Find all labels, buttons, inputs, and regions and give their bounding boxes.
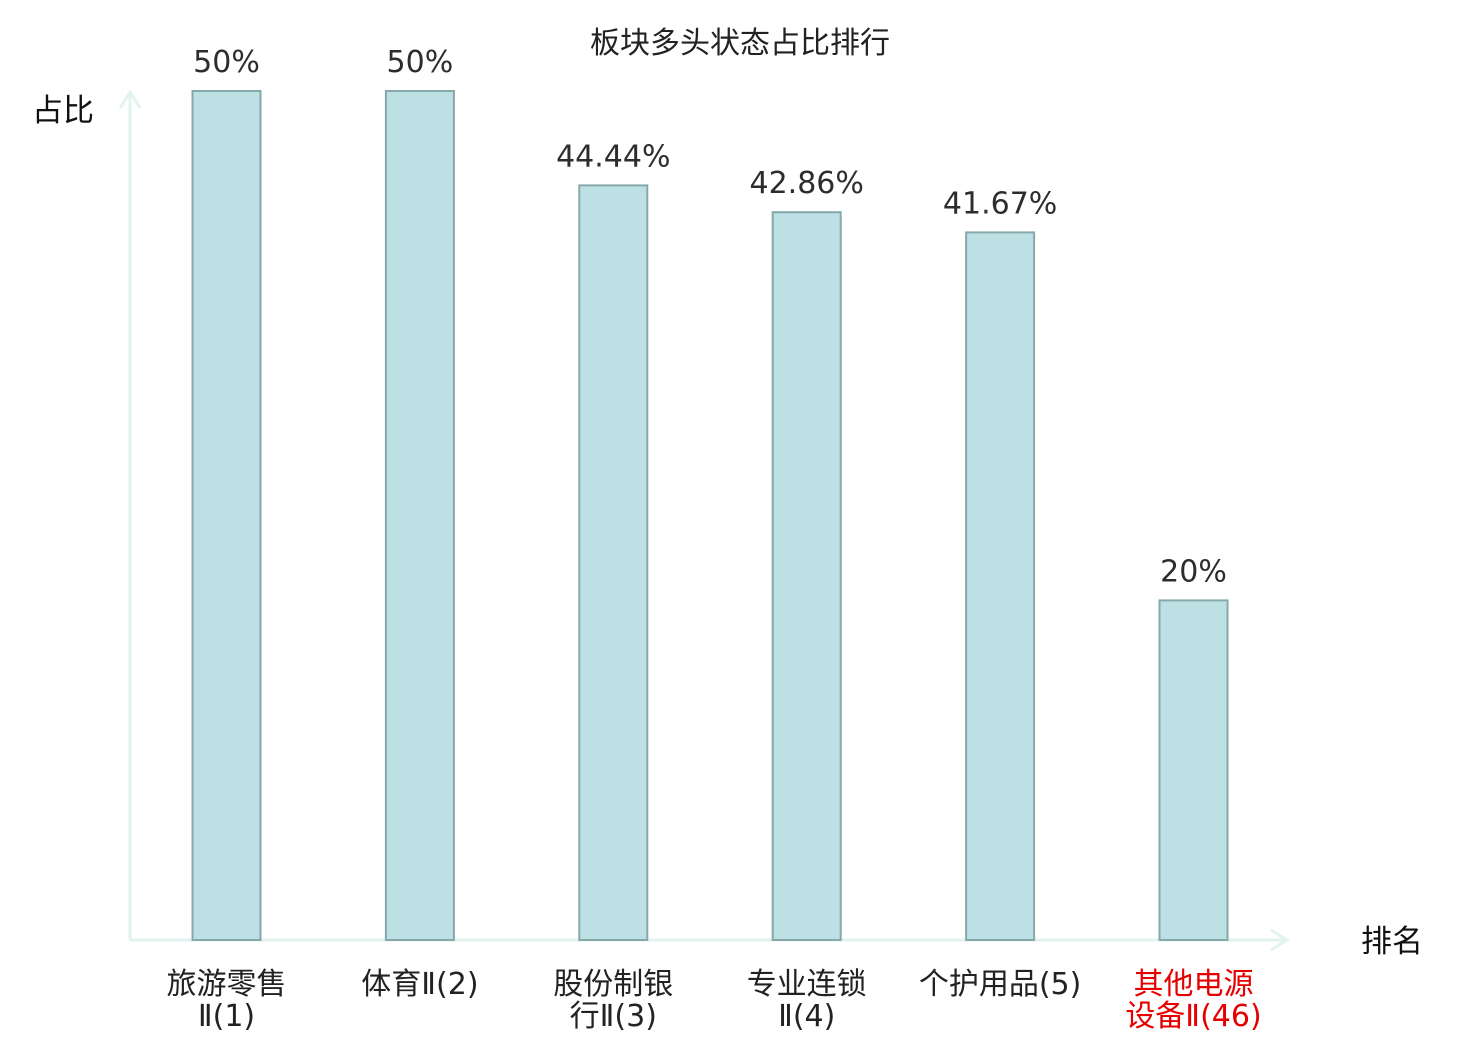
bars-group	[191, 90, 1229, 942]
category-label-2-line-1: 体育Ⅱ(2)	[361, 967, 478, 1002]
category-label-6-line-2: 设备Ⅱ(46)	[1125, 999, 1261, 1034]
value-label-6: 20%	[1160, 554, 1227, 589]
y-axis-title: 占比	[32, 93, 94, 129]
y-axis-arrow	[118, 89, 142, 940]
category-label-4-line-2: Ⅱ(4)	[778, 999, 835, 1034]
category-label-3-line-2: 行Ⅱ(3)	[570, 999, 657, 1034]
category-label-4-line-1: 专业连锁	[747, 967, 867, 1002]
value-label-3: 44.44%	[556, 139, 670, 174]
chart-title: 板块多头状态占比排行	[590, 26, 890, 61]
category-label-1-line-2: Ⅱ(1)	[198, 999, 255, 1034]
category-label-6-line-1: 其他电源	[1134, 967, 1254, 1002]
bar-5	[965, 231, 1036, 941]
value-label-4: 42.86%	[750, 166, 864, 201]
bar-3	[578, 184, 649, 941]
x-axis-arrow	[130, 928, 1290, 952]
value-label-5: 41.67%	[943, 186, 1057, 221]
category-label-5-line-1: 个护用品(5)	[919, 967, 1082, 1002]
value-label-2: 50%	[387, 45, 454, 80]
category-label-1-line-1: 旅游零售	[167, 967, 287, 1002]
value-label-1: 50%	[193, 45, 260, 80]
x-axis-title: 排名	[1361, 924, 1423, 960]
bar-2	[384, 90, 455, 941]
category-label-3-line-1: 股份制银	[553, 967, 673, 1002]
bar-4	[771, 211, 842, 941]
bar-6	[1158, 599, 1229, 942]
bar-1	[191, 90, 262, 941]
